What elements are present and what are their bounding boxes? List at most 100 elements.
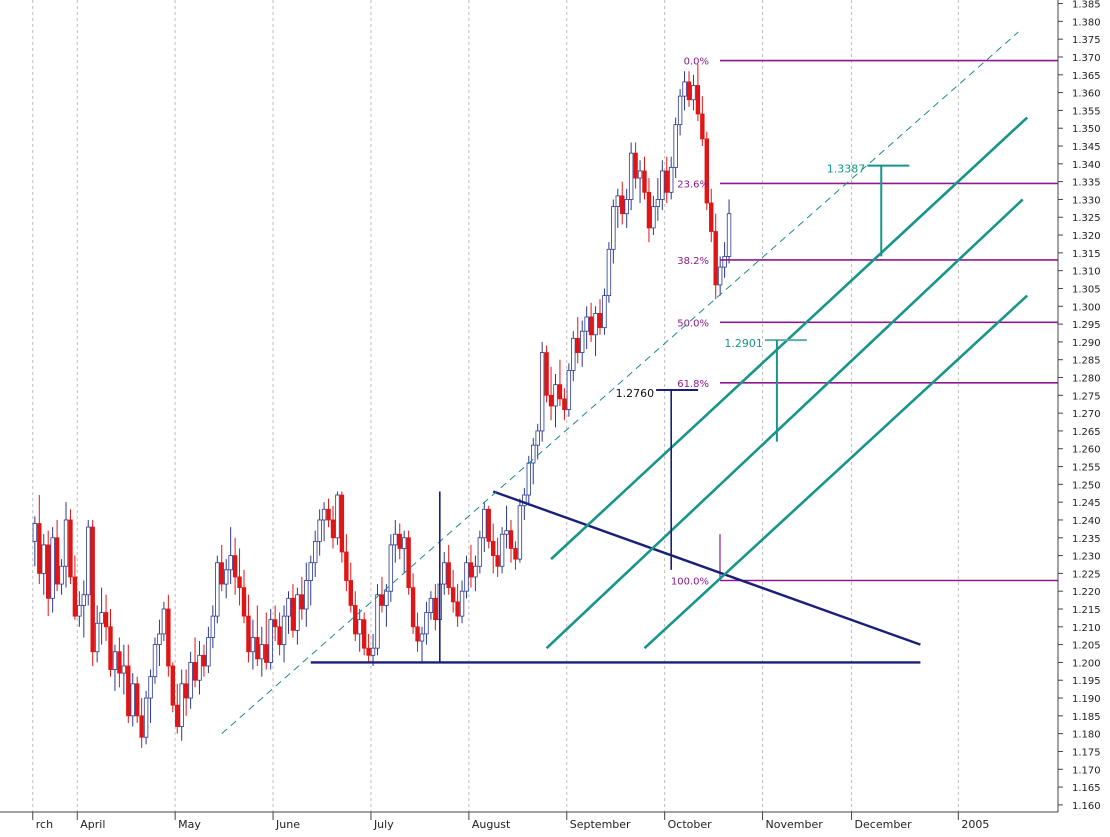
- candle-body: [490, 540, 496, 556]
- candle: [344, 534, 349, 592]
- candle: [553, 373, 558, 428]
- y-tick-label: 1.240: [1072, 516, 1101, 527]
- fib-level-label: 23.6%: [677, 179, 709, 190]
- candle: [81, 580, 86, 638]
- candle-body: [63, 519, 69, 567]
- candle: [517, 498, 523, 563]
- candle: [63, 502, 69, 588]
- candle-body: [308, 562, 313, 581]
- candle-body: [72, 576, 78, 617]
- y-tick-label: 1.275: [1072, 391, 1101, 402]
- candle-body: [94, 622, 100, 653]
- candle-body: [108, 626, 113, 670]
- candle: [54, 519, 60, 592]
- candle-body: [250, 637, 256, 653]
- candle-body: [517, 505, 523, 560]
- candle-body: [219, 562, 224, 585]
- candle-body: [584, 316, 589, 332]
- candle: [695, 64, 701, 122]
- candle-body: [241, 587, 247, 617]
- candle-body: [304, 580, 309, 610]
- y-tick-label: 1.265: [1072, 427, 1101, 438]
- candle-body: [179, 683, 184, 727]
- candle-body: [531, 444, 536, 464]
- candle: [299, 576, 305, 620]
- candle: [241, 569, 247, 624]
- candle: [691, 74, 696, 111]
- candle-body: [682, 81, 687, 97]
- candle: [473, 555, 478, 592]
- candle-body: [272, 619, 278, 628]
- candle: [388, 534, 394, 602]
- candle-body: [175, 704, 180, 727]
- candle-body: [513, 548, 518, 560]
- candle: [99, 587, 104, 645]
- fib-level-label: 50.0%: [677, 318, 709, 329]
- candle: [157, 619, 162, 666]
- candle-body: [277, 626, 282, 646]
- candle-body: [183, 683, 189, 699]
- candle-body: [722, 256, 727, 268]
- y-tick-label: 1.195: [1072, 676, 1101, 687]
- candle-body: [651, 206, 656, 229]
- candle: [713, 213, 718, 300]
- candle: [353, 591, 358, 642]
- y-tick-label: 1.255: [1072, 463, 1101, 474]
- candle-body: [571, 337, 576, 371]
- candle: [499, 527, 505, 574]
- candle-body: [32, 523, 38, 542]
- y-tick-label: 1.270: [1072, 409, 1101, 420]
- y-tick-label: 1.375: [1072, 35, 1101, 46]
- candle-body: [450, 587, 456, 603]
- candle-body: [695, 85, 701, 115]
- x-tick-label: June: [275, 818, 300, 831]
- candle-body: [686, 81, 692, 101]
- candle-body: [602, 295, 607, 329]
- candle: [660, 160, 665, 211]
- candle-body: [143, 697, 149, 738]
- y-tick-label: 1.160: [1072, 801, 1101, 812]
- candle: [183, 669, 189, 716]
- candle-body: [660, 170, 665, 200]
- candle-body: [335, 494, 340, 539]
- candle: [290, 584, 296, 638]
- candle-body: [388, 544, 394, 592]
- candle-body: [157, 633, 162, 646]
- candle-body: [704, 138, 709, 204]
- candle: [593, 306, 598, 357]
- candle-body: [575, 337, 580, 353]
- x-tick-label: October: [668, 818, 712, 831]
- candle: [419, 626, 425, 663]
- candle-body: [312, 540, 318, 564]
- candle: [72, 555, 78, 620]
- candle: [50, 527, 55, 613]
- candle-body: [344, 551, 349, 581]
- x-tick-label: December: [855, 818, 913, 831]
- candle: [406, 530, 411, 595]
- candle: [268, 609, 273, 670]
- candle: [188, 651, 193, 709]
- candle: [442, 552, 447, 595]
- candle-body: [255, 637, 260, 660]
- candle-body: [357, 619, 362, 635]
- candle-body: [299, 594, 305, 610]
- candle: [642, 156, 647, 200]
- candle: [308, 555, 313, 606]
- x-tick-label: 2005: [961, 818, 989, 831]
- candle: [117, 637, 122, 688]
- candle: [330, 505, 336, 549]
- candle: [482, 502, 487, 553]
- candle: [468, 544, 474, 588]
- candle-body: [606, 248, 612, 296]
- y-tick-label: 1.280: [1072, 374, 1101, 385]
- y-tick-label: 1.170: [1072, 765, 1101, 776]
- candle: [490, 523, 496, 574]
- candle: [223, 559, 229, 599]
- candle-body: [375, 594, 380, 649]
- candle-body: [633, 152, 638, 179]
- candle-body: [637, 170, 643, 179]
- candle-body: [482, 508, 487, 539]
- candle: [531, 438, 536, 485]
- candle-body: [464, 562, 469, 592]
